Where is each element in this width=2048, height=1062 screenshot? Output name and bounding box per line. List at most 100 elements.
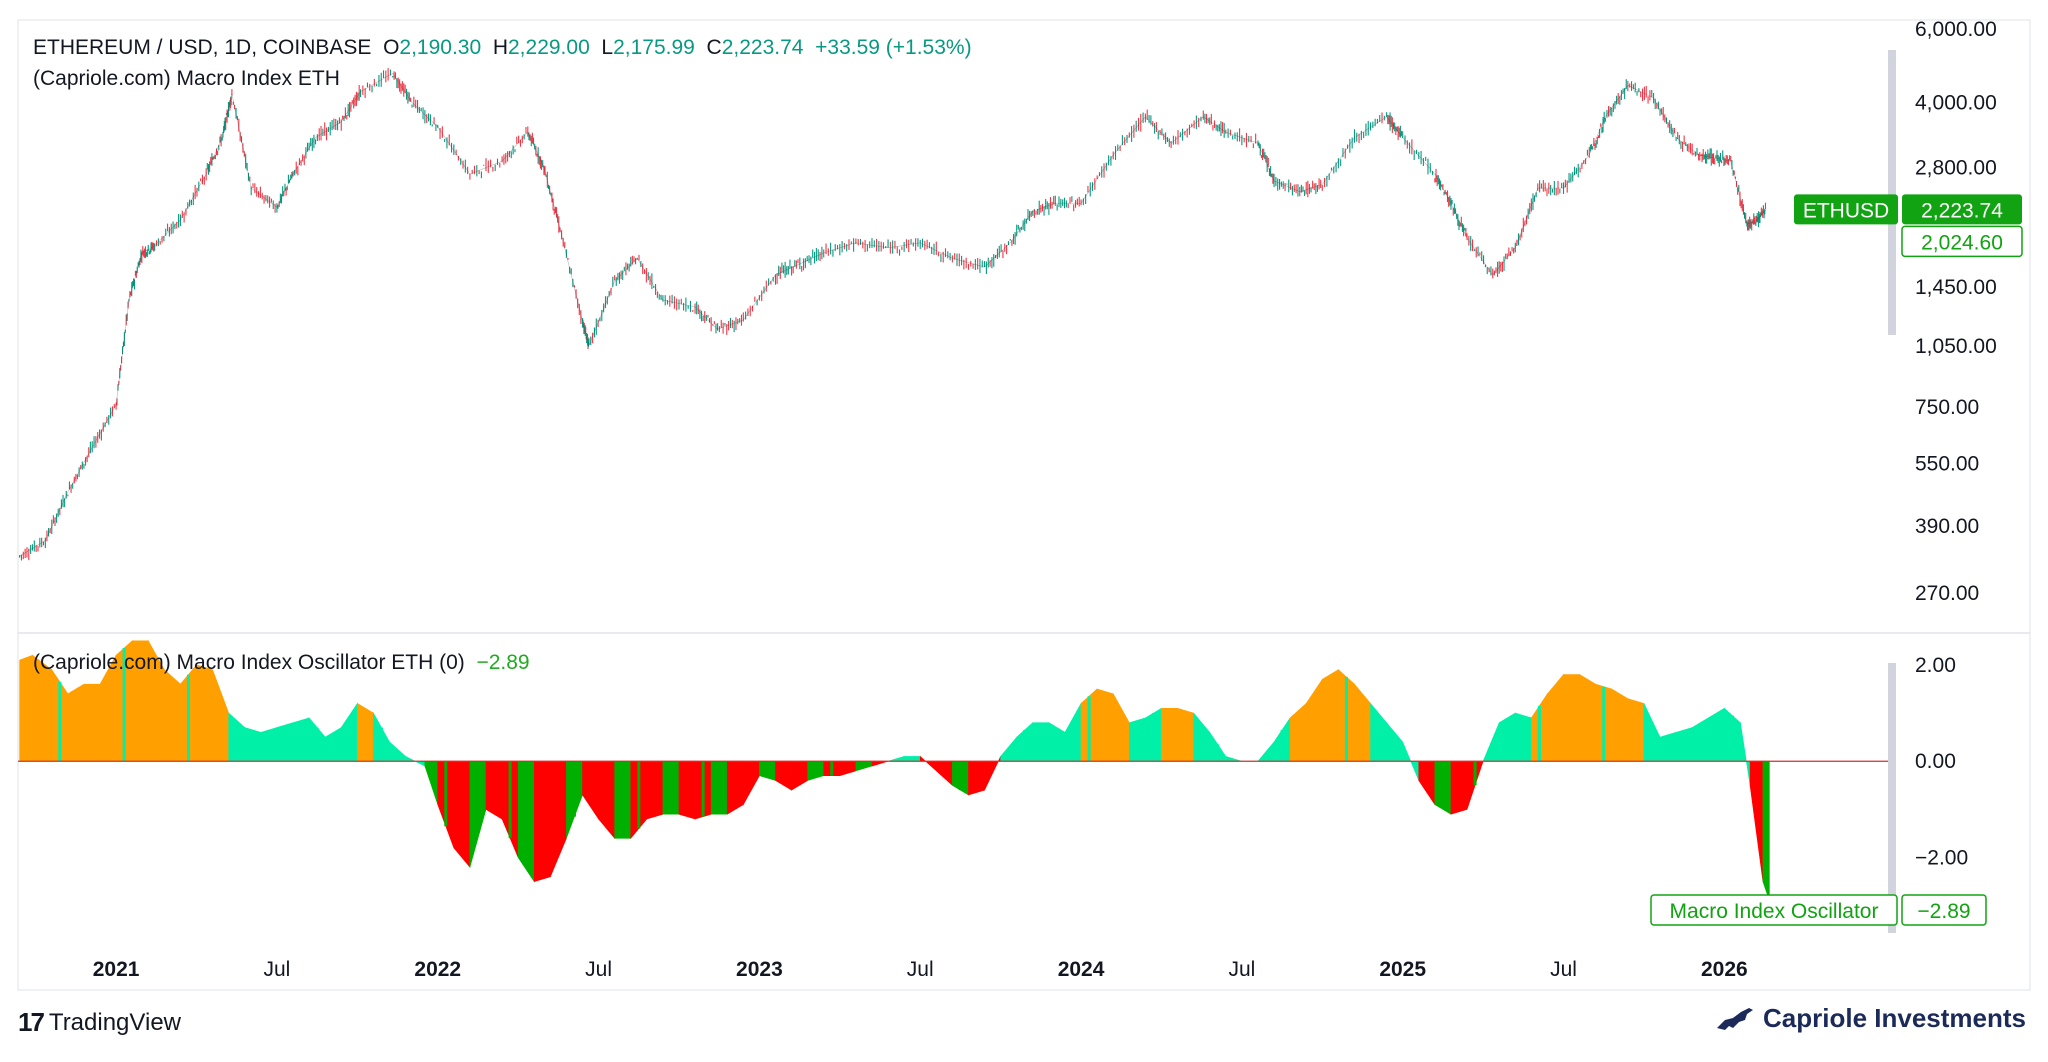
price-scale-highlight <box>1888 50 1896 335</box>
oscillator-segment <box>743 760 760 806</box>
price-tick-label: 750.00 <box>1915 396 1979 419</box>
oscillator-segment <box>678 760 696 820</box>
price-tick-label: 1,450.00 <box>1915 276 1997 299</box>
oscillator-segment <box>357 702 374 762</box>
osc-value-label: −2.89 <box>1917 900 1970 923</box>
oscillator-segment <box>1193 712 1211 762</box>
osc-name-tag <box>1650 894 1898 926</box>
oscillator-segment <box>871 760 889 767</box>
chart-border <box>17 19 2031 991</box>
oscillator-segment <box>662 760 680 815</box>
time-tick-label: 2026 <box>1701 958 1748 981</box>
oscillator-area <box>18 639 1890 901</box>
open-label: O <box>383 36 400 59</box>
oscillator-segment <box>292 717 310 762</box>
oscillator-segment <box>1129 717 1146 762</box>
oscillator-segment <box>1289 702 1307 762</box>
tradingview-logo-icon: 17 <box>18 1007 45 1037</box>
indicator-legend[interactable]: (Capriole.com) Macro Index ETH <box>33 67 340 91</box>
axes: 6,000.00 4,000.00 2,800.00 1,450.00 1,050.00… <box>93 18 1997 981</box>
oscillator-segment <box>1032 722 1050 762</box>
oscillator-segment <box>1418 760 1436 806</box>
oscillator-segment <box>582 760 599 821</box>
oscillator-segment <box>1450 760 1468 815</box>
oscillator-segment <box>1482 722 1500 762</box>
tradingview-label: TradingView <box>48 1008 181 1036</box>
osc-tick-label: 0.00 <box>1915 750 1956 773</box>
osc-tick-label: −2.00 <box>1915 847 1968 870</box>
last-price-tag <box>1902 194 2022 225</box>
oscillator-segment <box>1321 669 1339 762</box>
oscillator-segment <box>533 760 551 883</box>
price-tick-label: 550.00 <box>1915 452 1979 475</box>
high-value: 2,229.00 <box>508 36 590 59</box>
oscillator-segment <box>453 760 471 869</box>
time-tick-label: 2024 <box>1058 958 1105 981</box>
low-label: L <box>601 36 614 59</box>
capriole-brand: Capriole Investments <box>1715 1003 2026 1034</box>
oscillator-segment <box>1434 760 1452 815</box>
oscillator-segment <box>598 760 615 840</box>
oscillator-segment <box>164 669 181 762</box>
oscillator-segment <box>1354 683 1371 762</box>
oscillator-segment <box>1740 722 1751 786</box>
oscillator-legend[interactable]: (Capriole.com) Macro Index Oscillator ET… <box>33 651 530 675</box>
time-tick-label: Jul <box>1228 958 1255 981</box>
last-price-label: 2,223.74 <box>1921 199 2003 222</box>
oscillator-segment <box>1691 717 1709 762</box>
oscillator-segment <box>1563 674 1580 762</box>
oscillator-segment <box>1643 703 1661 762</box>
price-series <box>19 68 1767 561</box>
oscillator-segment <box>936 760 953 786</box>
oscillator-segment <box>196 664 213 762</box>
tradingview-brand[interactable]: 17 TradingView <box>18 1007 181 1038</box>
oscillator-segment <box>1498 712 1516 762</box>
oscillator-value: −2.89 <box>476 651 530 674</box>
time-tick-label: Jul <box>263 958 290 981</box>
change-value: +33.59 (+1.53%) <box>815 36 972 59</box>
symbol-title[interactable]: ETHEREUM / USD, 1D, COINBASE <box>33 36 372 59</box>
oscillator-segment <box>1547 673 1564 762</box>
symbol-tag-label: ETHUSD <box>1803 199 1889 222</box>
oscillator-segment <box>1064 702 1082 762</box>
oscillator-segment <box>855 760 873 772</box>
oscillator-segment <box>968 760 985 796</box>
oscillator-segment <box>1112 692 1130 762</box>
oscillator-segment <box>260 727 278 762</box>
oscillator-segment <box>324 726 342 762</box>
oscillator-segment <box>1225 756 1242 762</box>
oscillator-segment <box>424 760 439 805</box>
capriole-label: Capriole Investments <box>1763 1003 2026 1033</box>
oscillator-segment <box>1514 712 1532 762</box>
oscillator-segment <box>614 760 632 839</box>
symbol-tag <box>1794 194 1898 225</box>
oscillator-segment <box>1096 688 1114 762</box>
low-value: 2,175.99 <box>613 36 695 59</box>
time-tick-label: Jul <box>1550 958 1577 981</box>
oscillator-segment <box>469 760 487 868</box>
time-tick-label: 2023 <box>736 958 783 981</box>
oscillator-segment <box>276 722 294 762</box>
high-label: H <box>492 36 508 59</box>
oscillator-segment <box>550 760 567 877</box>
osc-tick-label: 2.00 <box>1915 654 1956 677</box>
time-tick-label: Jul <box>585 958 612 981</box>
price-tick-label: 390.00 <box>1915 515 1979 538</box>
oscillator-segment <box>1627 698 1645 762</box>
oscillator-segment <box>1707 707 1725 762</box>
oscillator-segment <box>19 654 33 762</box>
oscillator-segment <box>1257 741 1275 762</box>
oscillator-segment <box>903 756 921 762</box>
oscillator-segment <box>228 712 246 762</box>
open-value: 2,190.30 <box>399 36 482 59</box>
price-tick-label: 2,800.00 <box>1915 156 1997 179</box>
oscillator-segment <box>646 760 664 820</box>
oscillator-segment <box>1000 736 1018 762</box>
oscillator-segment <box>1579 674 1596 762</box>
close-label: C <box>706 36 722 59</box>
price-tick-label: 270.00 <box>1915 582 1979 605</box>
oscillator-segment <box>340 702 358 762</box>
secondary-price-label: 2,024.60 <box>1921 231 2003 254</box>
